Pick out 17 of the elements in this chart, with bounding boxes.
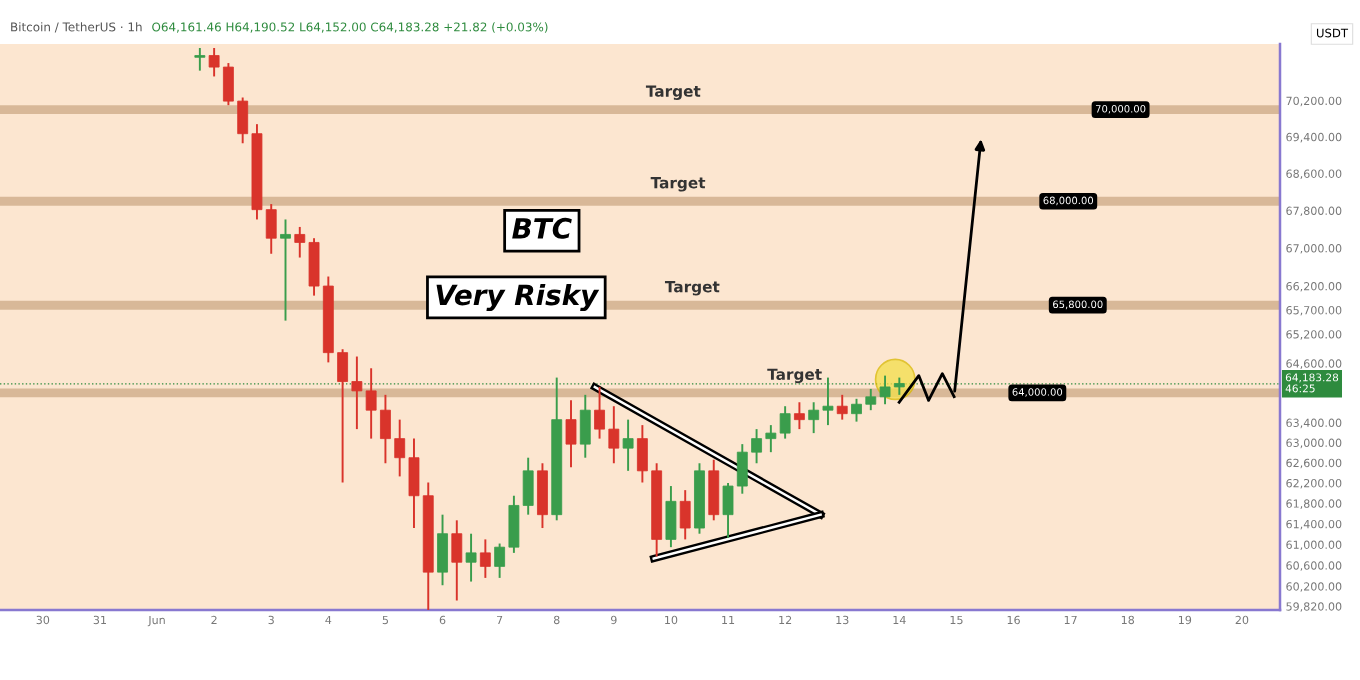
candlestick: [194, 47, 206, 72]
candlestick: [679, 489, 691, 541]
candlestick: [465, 532, 477, 583]
candlestick: [665, 485, 677, 549]
candlestick: [280, 218, 291, 322]
annotation: Very Risky: [436, 283, 600, 312]
candlestick: [708, 458, 720, 522]
candlestick: [579, 393, 591, 459]
candlestick: [622, 418, 634, 472]
candlestick: [437, 513, 448, 587]
candlestick: [451, 519, 463, 602]
candlestick: [793, 401, 805, 431]
annotation: BTC: [512, 217, 572, 239]
candlestick: [836, 393, 848, 421]
candlestick: [565, 399, 577, 469]
candlestick: [479, 538, 491, 579]
candlestick: [537, 462, 548, 530]
